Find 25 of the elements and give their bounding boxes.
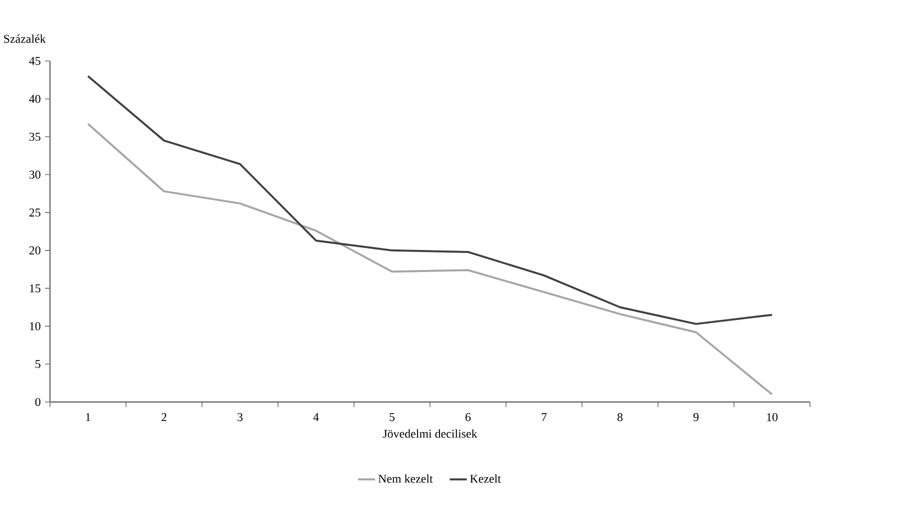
x-tick-label: 8 bbox=[617, 413, 623, 422]
y-tick-label: 45 bbox=[29, 56, 40, 65]
x-tick-label: 10 bbox=[767, 413, 778, 422]
x-axis-title: Jövedelmi decilisek bbox=[382, 429, 478, 438]
x-tick-label: 1 bbox=[86, 413, 90, 422]
x-tick-label: 3 bbox=[238, 413, 243, 422]
y-axis-title: Százalék bbox=[4, 34, 46, 43]
y-tick-label: 10 bbox=[30, 322, 40, 330]
x-tick-label: 6 bbox=[466, 413, 471, 422]
x-tick-label: 2 bbox=[162, 413, 166, 422]
y-tick-label: 5 bbox=[36, 360, 40, 368]
x-tick-label: 5 bbox=[390, 413, 395, 422]
line-series bbox=[87, 75, 774, 325]
x-tick-label: 9 bbox=[693, 413, 699, 422]
y-tick-label: 35 bbox=[29, 132, 40, 141]
y-tick-label: 30 bbox=[29, 170, 40, 179]
legend-label: Nem kezelt bbox=[378, 474, 433, 483]
x-tick-label: 4 bbox=[313, 413, 319, 422]
x-tick-label: 7 bbox=[542, 413, 547, 421]
y-tick-label: 40 bbox=[29, 94, 40, 103]
y-tick-label: 15 bbox=[30, 284, 40, 292]
y-tick-label: 0 bbox=[35, 398, 40, 406]
legend-label: Kezelt bbox=[470, 474, 501, 483]
y-tick-label: 25 bbox=[29, 208, 40, 217]
y-tick-label: 20 bbox=[29, 246, 40, 254]
